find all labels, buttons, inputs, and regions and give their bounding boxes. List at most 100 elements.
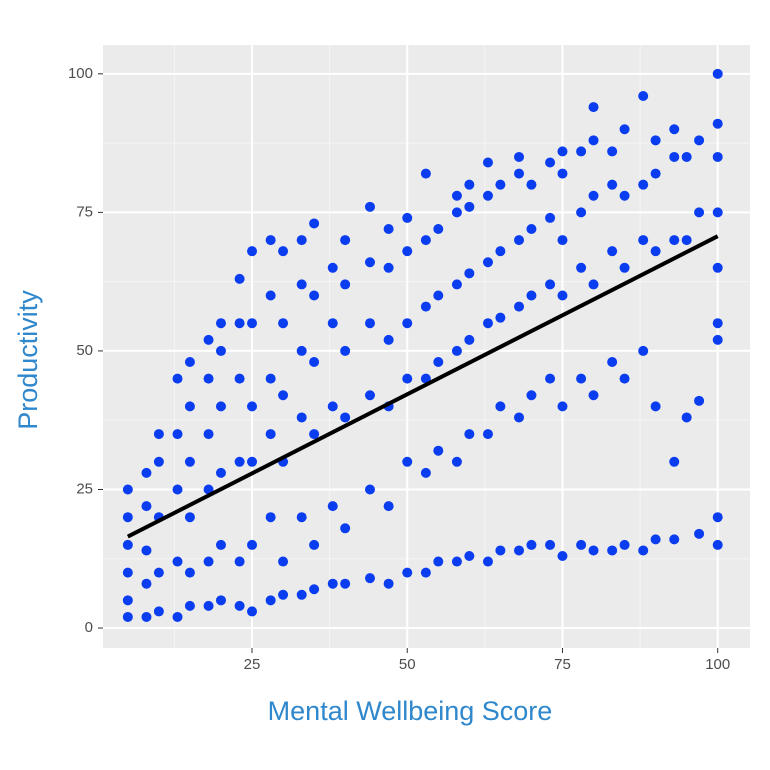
point <box>265 373 276 384</box>
point <box>402 246 413 257</box>
point <box>184 567 195 578</box>
point <box>526 390 537 401</box>
point <box>122 611 133 622</box>
y-tick-label: 0 <box>85 619 93 636</box>
point <box>638 235 649 246</box>
point <box>278 589 289 600</box>
point <box>172 484 183 495</box>
point <box>712 539 723 550</box>
point <box>433 224 444 235</box>
point <box>482 190 493 201</box>
point <box>340 523 351 534</box>
point <box>557 401 568 412</box>
point <box>669 456 680 467</box>
point <box>309 290 320 301</box>
point <box>638 345 649 356</box>
point <box>309 539 320 550</box>
point <box>588 102 599 113</box>
point <box>247 246 258 257</box>
point <box>669 124 680 135</box>
point <box>495 246 506 257</box>
point <box>451 279 462 290</box>
point <box>712 318 723 329</box>
point <box>122 567 133 578</box>
point <box>278 318 289 329</box>
point <box>557 235 568 246</box>
point <box>482 556 493 567</box>
point <box>383 501 394 512</box>
point <box>141 501 152 512</box>
point <box>247 318 258 329</box>
point <box>215 539 226 550</box>
point <box>234 373 245 384</box>
point <box>451 556 462 567</box>
point <box>607 179 618 190</box>
point <box>172 611 183 622</box>
point <box>122 512 133 523</box>
point <box>464 429 475 440</box>
point <box>203 373 214 384</box>
point <box>420 235 431 246</box>
point <box>712 68 723 79</box>
point <box>309 357 320 368</box>
point <box>482 157 493 168</box>
point <box>650 246 661 257</box>
point <box>309 218 320 229</box>
point <box>545 157 556 168</box>
point <box>402 373 413 384</box>
point <box>464 268 475 279</box>
point <box>184 512 195 523</box>
point <box>203 334 214 345</box>
point <box>340 345 351 356</box>
points <box>122 68 723 622</box>
point <box>340 235 351 246</box>
point <box>495 312 506 323</box>
point <box>576 262 587 273</box>
point <box>340 412 351 423</box>
point <box>681 412 692 423</box>
point <box>215 401 226 412</box>
point <box>638 179 649 190</box>
point <box>383 262 394 273</box>
point <box>141 611 152 622</box>
point <box>234 318 245 329</box>
point <box>402 567 413 578</box>
point <box>464 334 475 345</box>
point <box>402 212 413 223</box>
point <box>669 235 680 246</box>
point <box>203 600 214 611</box>
point <box>514 168 525 179</box>
point <box>327 501 338 512</box>
point <box>296 345 307 356</box>
point <box>265 429 276 440</box>
point <box>364 201 375 212</box>
point <box>278 246 289 257</box>
point <box>576 146 587 157</box>
point <box>557 168 568 179</box>
point <box>588 190 599 201</box>
point <box>619 373 630 384</box>
point <box>526 224 537 235</box>
point <box>234 273 245 284</box>
point <box>309 584 320 595</box>
point <box>650 534 661 545</box>
y-axis-title: Productivity <box>13 290 43 430</box>
point <box>669 534 680 545</box>
point <box>514 545 525 556</box>
point <box>122 539 133 550</box>
point <box>712 334 723 345</box>
axes: 25 50 75 100 0 25 50 75 100 <box>68 65 730 673</box>
point <box>184 456 195 467</box>
point <box>234 456 245 467</box>
point <box>464 201 475 212</box>
point <box>495 401 506 412</box>
point <box>420 567 431 578</box>
point <box>545 212 556 223</box>
point <box>184 357 195 368</box>
point <box>296 512 307 523</box>
point <box>383 334 394 345</box>
point <box>495 545 506 556</box>
point <box>495 179 506 190</box>
point <box>482 429 493 440</box>
